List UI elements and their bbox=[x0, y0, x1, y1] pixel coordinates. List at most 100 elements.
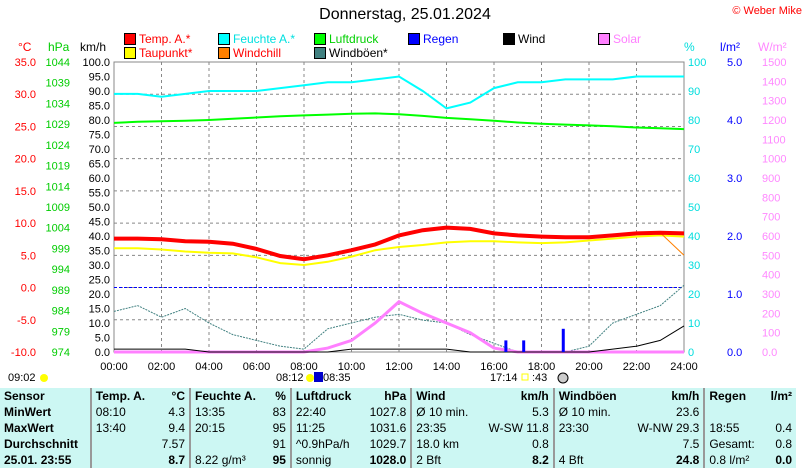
axis-tick-label: 1400 bbox=[762, 76, 786, 88]
table-cell: 8.22 g/m³ bbox=[188, 452, 267, 468]
x-tick-label: 18:00 bbox=[528, 361, 556, 373]
x-tick-label: 04:00 bbox=[195, 361, 223, 373]
table-cell: 18:55 bbox=[703, 420, 764, 436]
legend-swatch bbox=[124, 47, 136, 59]
axis-tick-label: 1019 bbox=[46, 161, 70, 173]
sunrise-time: 08:12 bbox=[276, 372, 304, 384]
axis-tick-label: 1500 bbox=[762, 57, 786, 69]
table-cell: 95 bbox=[272, 421, 286, 435]
axis-tick-label: 5.0 bbox=[21, 250, 36, 262]
axis-tick-label: 0.0 bbox=[762, 347, 777, 359]
axis-tick-label: 35.0 bbox=[15, 57, 36, 69]
table-cell: 0.8 bbox=[775, 437, 792, 451]
table-cell: 4.3 bbox=[168, 405, 185, 419]
axis-tick-label: 0 bbox=[688, 347, 694, 359]
table-header: °C bbox=[171, 389, 185, 403]
axis-tick-label: 75.0 bbox=[89, 130, 110, 142]
table-cell: 0.4 bbox=[775, 421, 792, 435]
table-header: km/h bbox=[520, 389, 549, 403]
axis-tick-label: 1300 bbox=[762, 96, 786, 108]
table-cell: 7.5 bbox=[682, 437, 700, 451]
series-line-tempa bbox=[114, 225, 685, 262]
series-line-taupunkt bbox=[114, 234, 685, 267]
axis-tick-label: 4.0 bbox=[727, 115, 742, 127]
table-cell: 95 bbox=[272, 453, 286, 467]
table-cell bbox=[188, 436, 267, 452]
legend-item: Temp. A.* bbox=[124, 32, 190, 46]
legend-swatch bbox=[408, 33, 420, 45]
axis-tick-label: 20 bbox=[688, 289, 700, 301]
unit-humidity: % bbox=[684, 40, 695, 54]
sunset-time: 17:14 bbox=[490, 372, 518, 384]
legend-item: Windböen* bbox=[314, 46, 388, 60]
legend-swatch bbox=[218, 47, 230, 59]
table-cell: 24.8 bbox=[675, 453, 700, 467]
axis-tick-label: 1039 bbox=[46, 78, 70, 90]
table-cell: W-SW 11.8 bbox=[488, 421, 549, 435]
table-cell: 8.2 bbox=[532, 453, 549, 467]
stats-table: Sensor Temp. A. °C Feuchte A.% Luftdruck hPa W… bbox=[0, 388, 796, 468]
row-label: Durchschnitt bbox=[4, 437, 79, 451]
table-cell: 08:10 bbox=[89, 404, 155, 420]
row-label: MinWert bbox=[4, 405, 52, 419]
axis-tick-label: 800 bbox=[762, 192, 780, 204]
axis-tick-label: 200 bbox=[762, 308, 780, 320]
table-cell: 5.3 bbox=[532, 405, 549, 419]
table-cell: Ø 10 min. bbox=[552, 404, 627, 420]
axis-tick-label: 100.0 bbox=[82, 57, 110, 69]
axis-tick-label: 55.0 bbox=[89, 188, 110, 200]
table-cell: ^0.9hPa/h bbox=[289, 436, 362, 452]
axis-tick-label: 700 bbox=[762, 212, 780, 224]
table-cell: 83 bbox=[272, 405, 286, 419]
table-header: hPa bbox=[384, 389, 407, 403]
moon-time-right: :43 bbox=[532, 372, 548, 384]
x-tick-label: 24:00 bbox=[670, 361, 698, 373]
x-tick-label: 14:00 bbox=[433, 361, 461, 373]
legend-label: Windchill bbox=[233, 46, 282, 60]
series-line-feuchtea bbox=[114, 75, 684, 110]
unit-rain: l/m² bbox=[720, 40, 740, 54]
table-row: 25.01. 23:55 8.7 8.22 g/m³ 95 sonnig 1028.0 2 … bbox=[0, 452, 796, 468]
axis-tick-label: 70.0 bbox=[89, 144, 110, 156]
weather-chart: 35.0 30.0 25.0 20.0 15.0 10.0 5.0 0.0 -5.0 -10.0 1… bbox=[11, 57, 786, 384]
axis-tick-label: 1034 bbox=[46, 98, 70, 110]
axis-tick-label: 3.0 bbox=[727, 173, 742, 185]
axis-tick-label: 30 bbox=[688, 260, 700, 272]
axis-tick-label: 60 bbox=[688, 173, 700, 185]
legend-item: Feuchte A.* bbox=[218, 32, 295, 46]
x-tick-label: 12:00 bbox=[385, 361, 413, 373]
axis-tick-label: 1004 bbox=[46, 223, 70, 235]
table-cell: 0.8 l/m² bbox=[703, 452, 764, 468]
legend-swatch bbox=[314, 33, 326, 45]
axis-tick-label: 40.0 bbox=[89, 231, 110, 243]
axis-tick-label: 974 bbox=[52, 347, 70, 359]
table-cell: 91 bbox=[272, 437, 286, 451]
axis-tick-label: 25.0 bbox=[15, 121, 36, 133]
axis-tick-label: 5.0 bbox=[727, 57, 742, 69]
axis-tick-label: 0.0 bbox=[727, 347, 742, 359]
axis-tick-label: -5.0 bbox=[17, 315, 36, 327]
x-tick-label: 16:00 bbox=[480, 361, 508, 373]
sun-icon bbox=[306, 374, 314, 382]
axis-tick-label: 500 bbox=[762, 250, 780, 262]
table-header: Wind bbox=[410, 388, 479, 404]
table-cell: 9.4 bbox=[168, 421, 185, 435]
axis-tick-label: 60.0 bbox=[89, 173, 110, 185]
axis-tick-label: 994 bbox=[52, 264, 70, 276]
legend-label: Luftdruck bbox=[329, 32, 379, 46]
legend-label: Regen bbox=[423, 32, 459, 46]
unit-speed: km/h bbox=[80, 40, 107, 54]
table-cell bbox=[89, 452, 155, 468]
axis-tick-label: 30.0 bbox=[15, 89, 36, 101]
table-header: Temp. A. bbox=[89, 388, 155, 404]
table-cell: Ø 10 min. bbox=[410, 404, 479, 420]
table-cell: 23.6 bbox=[675, 405, 700, 419]
moon-time-left: 08:35 bbox=[323, 372, 351, 384]
legend-label: Feuchte A.* bbox=[233, 32, 296, 46]
x-tick-label: 08:00 bbox=[290, 361, 318, 373]
rain-bar bbox=[504, 340, 508, 352]
table-header: km/h bbox=[671, 389, 700, 403]
sun-icon bbox=[40, 374, 48, 382]
table-header-row: Sensor Temp. A. °C Feuchte A.% Luftdruck hPa W… bbox=[0, 388, 796, 404]
axis-tick-label: 1100 bbox=[762, 134, 786, 146]
